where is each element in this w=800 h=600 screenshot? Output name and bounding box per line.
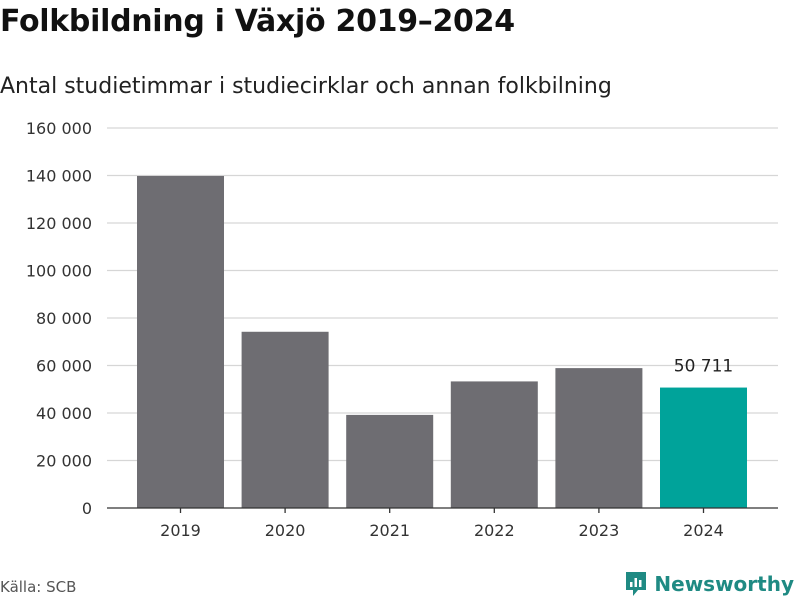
- y-tick-label: 160 000: [26, 119, 92, 138]
- brand-name: Newsworthy: [654, 572, 794, 596]
- y-tick-label: 100 000: [26, 262, 92, 281]
- newsworthy-logo-icon: [626, 572, 647, 596]
- x-tick-label: 2024: [683, 521, 724, 540]
- y-tick-label: 80 000: [36, 309, 92, 328]
- x-tick-label: 2023: [579, 521, 620, 540]
- bar-2022: [450, 381, 538, 508]
- chart-title: Folkbildning i Växjö 2019–2024: [0, 4, 515, 39]
- y-tick-label: 140 000: [26, 167, 92, 186]
- chart-subtitle: Antal studietimmar i studiecirklar och a…: [0, 74, 612, 99]
- y-tick-label: 60 000: [36, 357, 92, 376]
- bar-2021: [346, 414, 434, 508]
- x-tick-label: 2019: [160, 521, 201, 540]
- data-label: 50 711: [674, 357, 733, 377]
- x-tick-label: 2022: [474, 521, 515, 540]
- bar-2024: [660, 387, 747, 508]
- x-tick-label: 2020: [265, 521, 306, 540]
- bar-2020: [241, 331, 329, 508]
- bar-2019: [137, 175, 224, 508]
- y-tick-label: 40 000: [36, 404, 92, 423]
- x-tick-label: 2021: [369, 521, 410, 540]
- bar-2023: [555, 368, 643, 508]
- y-tick-label: 20 000: [36, 452, 92, 471]
- y-tick-label: 120 000: [26, 214, 92, 233]
- y-tick-label: 0: [82, 499, 92, 518]
- brand-logo: Newsworthy: [624, 570, 794, 598]
- source-note: Källa: SCB: [0, 578, 77, 596]
